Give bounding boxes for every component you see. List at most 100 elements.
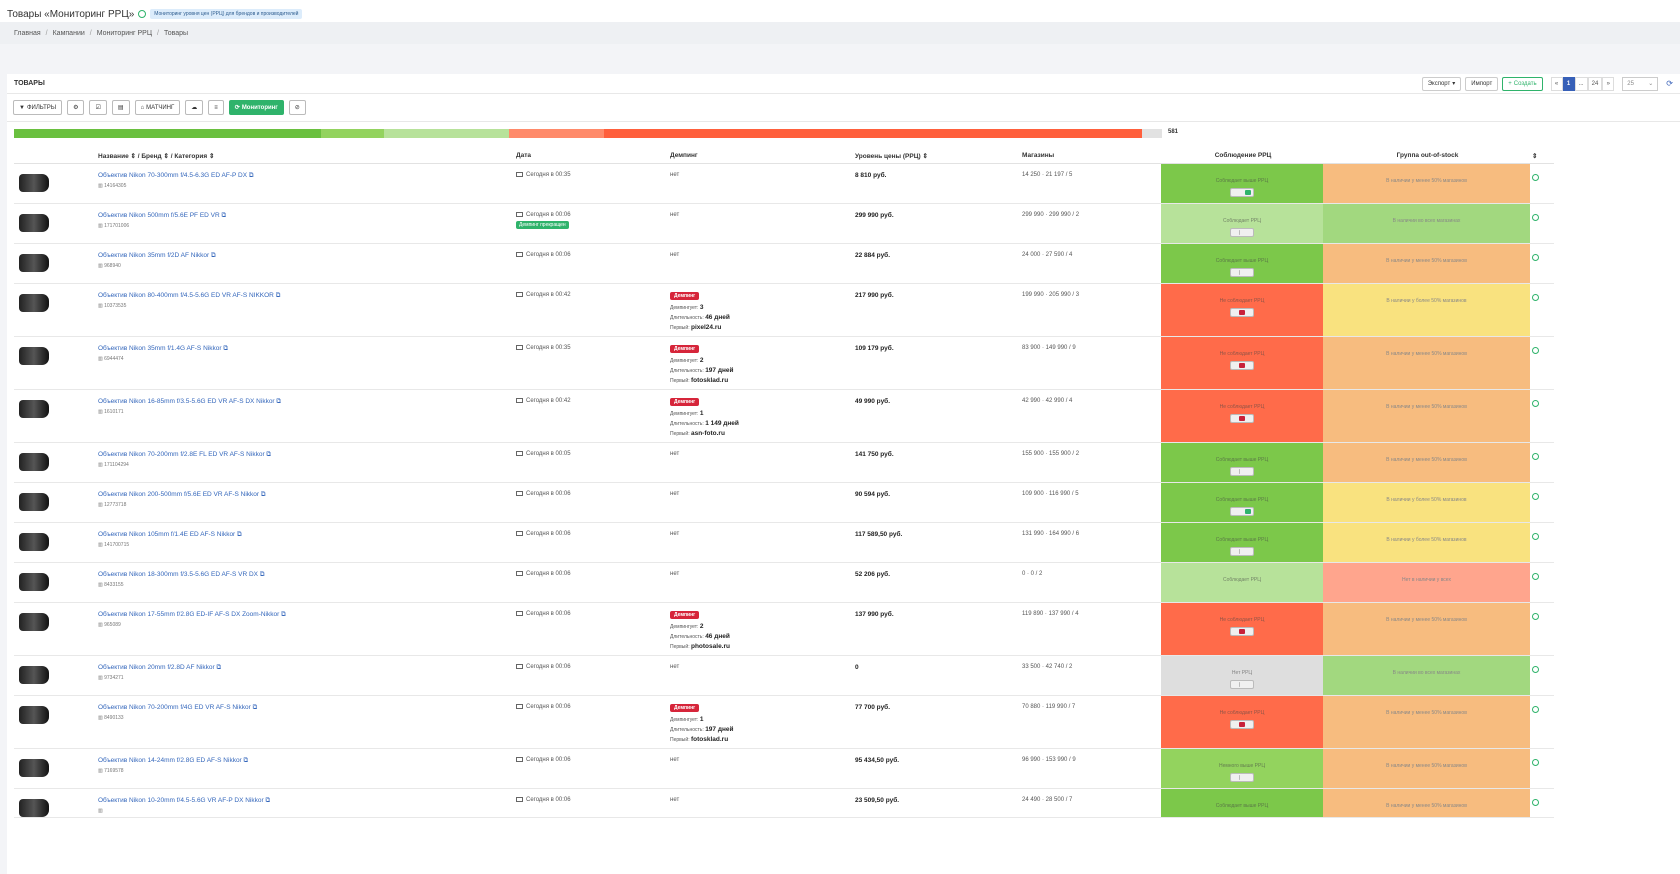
product-name-link[interactable]: Объектив Nikon 105mm f/1.4E ED AF-S Nikk… (98, 530, 242, 538)
breadcrumb-campaigns[interactable]: Кампании (52, 29, 85, 37)
status-circle-icon[interactable] (1532, 399, 1539, 407)
status-circle-icon[interactable] (1532, 452, 1539, 460)
refresh-icon[interactable]: ⟳ (1666, 79, 1673, 88)
status-circle-icon[interactable] (1532, 572, 1539, 580)
page-24[interactable]: 24 (1587, 76, 1603, 91)
breadcrumb-home[interactable]: Главная (14, 29, 41, 37)
table-row[interactable]: Объектив Nikon 10-20mm f/4.5-5.6G VR AF-… (14, 788, 1554, 818)
rpc-toggle[interactable] (1230, 679, 1254, 689)
rpc-toggle[interactable] (1230, 413, 1254, 423)
breadcrumb-monitoring[interactable]: Мониторинг РРЦ (96, 29, 153, 37)
product-name-link[interactable]: Объектив Nikon 200-500mm f/5.6E ED VR AF… (98, 490, 266, 498)
table-row[interactable]: Объектив Nikon 20mm f/2.8D AF Nikkor ⧉ ▥… (14, 655, 1554, 696)
col-rpc[interactable]: Соблюдение РРЦ (1161, 149, 1323, 164)
status-circle-icon[interactable] (1532, 665, 1539, 673)
col-name[interactable]: Название ⇕ / Бренд ⇕ / Категория ⇕ (96, 149, 514, 164)
col-price[interactable]: Уровень цены (РРЦ) ⇕ (853, 149, 1020, 164)
table-row[interactable]: Объектив Nikon 35mm f/2D AF Nikkor ⧉ ▥ 9… (14, 243, 1554, 284)
table-row[interactable]: Объектив Nikon 17-55mm f/2.8G ED-IF AF-S… (14, 602, 1554, 656)
cloud-button[interactable]: ☁ (185, 100, 204, 115)
table-row[interactable]: Объектив Nikon 70-200mm f/4G ED VR AF-S … (14, 695, 1554, 749)
status-circle-icon[interactable] (1532, 213, 1539, 221)
col-date[interactable]: Дата (514, 149, 668, 164)
table-row[interactable]: Объектив Nikon 200-500mm f/5.6E ED VR AF… (14, 482, 1554, 523)
table-row[interactable]: Объектив Nikon 105mm f/1.4E ED AF-S Nikk… (14, 522, 1554, 563)
external-link-icon[interactable]: ⧉ (221, 211, 227, 219)
status-circle-icon[interactable] (1532, 612, 1539, 620)
product-name-link[interactable]: Объектив Nikon 17-55mm f/2.8G ED-IF AF-S… (98, 610, 286, 618)
page-next[interactable]: » (1602, 76, 1615, 91)
rpc-toggle[interactable] (1230, 626, 1254, 636)
table-row[interactable]: Объектив Nikon 18-300mm f/3.5-5.6G ED AF… (14, 562, 1554, 603)
status-circle-icon[interactable] (1532, 532, 1539, 540)
rpc-toggle[interactable] (1230, 187, 1254, 197)
rpc-toggle[interactable] (1230, 506, 1254, 516)
external-link-icon[interactable]: ⧉ (265, 796, 271, 804)
rpc-toggle[interactable] (1230, 227, 1254, 237)
table-row[interactable]: Объектив Nikon 16-85mm f/3.5-5.6G ED VR … (14, 389, 1554, 443)
table-row[interactable]: Объектив Nikon 35mm f/1.4G AF-S Nikkor ⧉… (14, 336, 1554, 390)
external-link-icon[interactable]: ⧉ (266, 450, 272, 458)
status-circle-icon[interactable] (1532, 253, 1539, 261)
external-link-icon[interactable]: ⧉ (260, 490, 266, 498)
create-button[interactable]: + Создать (1502, 76, 1543, 91)
status-circle-icon[interactable] (1532, 798, 1539, 806)
product-name-link[interactable]: Объектив Nikon 35mm f/1.4G AF-S Nikkor ⧉ (98, 344, 228, 352)
external-link-icon[interactable]: ⧉ (259, 570, 265, 578)
rpc-toggle[interactable] (1230, 546, 1254, 556)
status-circle-icon[interactable] (1532, 705, 1539, 713)
page-1[interactable]: 1 (1562, 76, 1575, 91)
product-name-link[interactable]: Объектив Nikon 500mm f/5.6E PF ED VR ⧉ (98, 211, 227, 219)
product-name-link[interactable]: Объектив Nikon 80-400mm f/4.5-5.6G ED VR… (98, 291, 281, 299)
product-name-link[interactable]: Объектив Nikon 20mm f/2.8D AF Nikkor ⧉ (98, 663, 222, 671)
external-link-icon[interactable]: ⧉ (237, 530, 242, 538)
product-name-link[interactable]: Объектив Nikon 70-200mm f/2.8E FL ED VR … (98, 450, 272, 458)
checklist-button[interactable]: ☑ (89, 100, 107, 115)
table-row[interactable]: Объектив Nikon 70-300mm f/4.5-6.3G ED AF… (14, 163, 1554, 204)
product-name-link[interactable]: Объектив Nikon 10-20mm f/4.5-5.6G VR AF-… (98, 796, 271, 804)
product-name-link[interactable]: Объектив Nikon 16-85mm f/3.5-5.6G ED VR … (98, 397, 282, 405)
table-row[interactable]: Объектив Nikon 500mm f/5.6E PF ED VR ⧉ ▥… (14, 203, 1554, 244)
external-link-icon[interactable]: ⧉ (275, 291, 281, 299)
col-dumping[interactable]: Демпинг (668, 149, 853, 164)
matching-button[interactable]: ⌂ МАТЧИНГ (134, 100, 181, 115)
rpc-toggle[interactable] (1230, 719, 1254, 729)
status-circle-icon[interactable] (1532, 346, 1539, 354)
rpc-toggle[interactable] (1230, 360, 1254, 370)
external-link-icon[interactable]: ⧉ (211, 251, 216, 259)
list-button[interactable]: ≡ (208, 100, 224, 115)
rpc-toggle[interactable] (1230, 772, 1254, 782)
table-row[interactable]: Объектив Nikon 70-200mm f/2.8E FL ED VR … (14, 442, 1554, 483)
status-circle-icon[interactable] (1532, 293, 1539, 301)
filters-button[interactable]: ▼ ФИЛЬТРЫ (13, 100, 63, 115)
status-circle-icon[interactable] (1532, 758, 1539, 766)
external-link-icon[interactable]: ⧉ (223, 344, 228, 352)
table-row[interactable]: Объектив Nikon 80-400mm f/4.5-5.6G ED VR… (14, 283, 1554, 337)
page-prev[interactable]: « (1550, 76, 1563, 91)
external-link-icon[interactable]: ⧉ (281, 610, 286, 618)
product-name-link[interactable]: Объектив Nikon 70-200mm f/4G ED VR AF-S … (98, 703, 258, 711)
monitoring-button[interactable]: ⟳ Мониторинг (228, 100, 284, 115)
page-size-select[interactable]: 25 ⌄ (1622, 76, 1659, 91)
product-name-link[interactable]: Объектив Nikon 70-300mm f/4.5-6.3G ED AF… (98, 171, 254, 179)
external-link-icon[interactable]: ⧉ (276, 397, 282, 405)
status-circle-icon[interactable] (1532, 173, 1539, 181)
col-shops[interactable]: Магазины (1020, 149, 1161, 164)
product-name-link[interactable]: Объектив Nikon 18-300mm f/3.5-5.6G ED AF… (98, 570, 265, 578)
external-link-icon[interactable]: ⧉ (248, 171, 254, 179)
external-link-icon[interactable]: ⧉ (252, 703, 258, 711)
col-actions[interactable]: ⇕ (1530, 149, 1554, 164)
product-name-link[interactable]: Объектив Nikon 35mm f/2D AF Nikkor ⧉ (98, 251, 216, 259)
rpc-toggle[interactable] (1230, 267, 1254, 277)
status-circle-icon[interactable] (1532, 492, 1539, 500)
table-row[interactable]: Объектив Nikon 14-24mm f/2.8G ED AF-S Ni… (14, 748, 1554, 789)
clear-filters-button[interactable]: ⊘ (288, 100, 306, 115)
rpc-toggle[interactable] (1230, 466, 1254, 476)
import-button[interactable]: Импорт (1465, 76, 1499, 91)
calendar-button[interactable]: ▤ (111, 100, 130, 115)
external-link-icon[interactable]: ⧉ (243, 756, 249, 764)
settings-button[interactable]: ⚙ (67, 100, 85, 115)
rpc-toggle[interactable] (1230, 307, 1254, 317)
product-name-link[interactable]: Объектив Nikon 14-24mm f/2.8G ED AF-S Ni… (98, 756, 249, 764)
external-link-icon[interactable]: ⧉ (216, 663, 222, 671)
